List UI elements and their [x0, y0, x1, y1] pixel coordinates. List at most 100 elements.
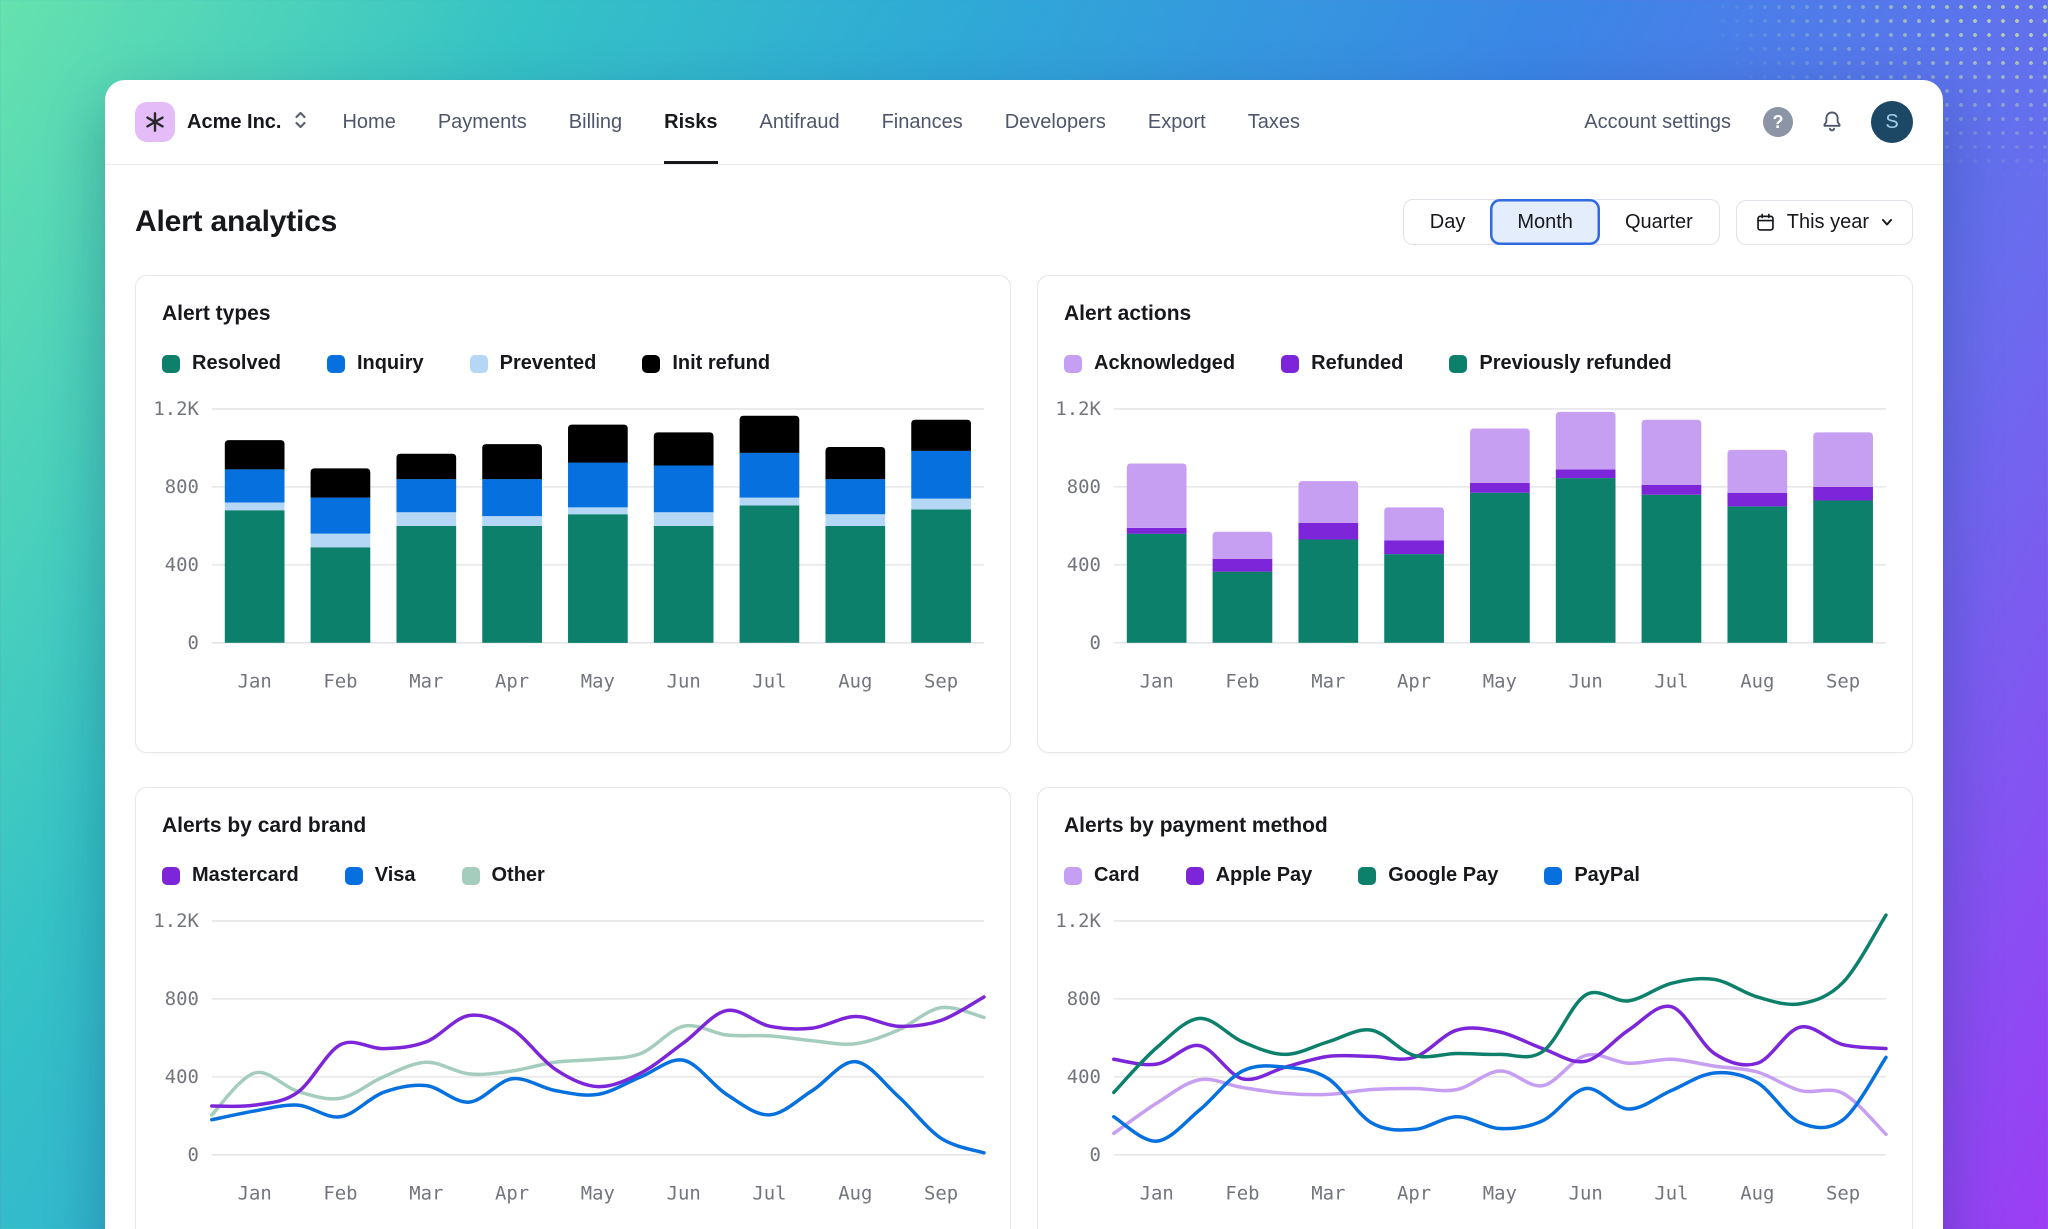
legend-label: Inquiry — [357, 352, 424, 375]
range-option-quarter[interactable]: Quarter — [1599, 200, 1719, 244]
up-down-chevrons-icon — [293, 110, 308, 135]
svg-text:Feb: Feb — [323, 671, 357, 693]
svg-text:Mar: Mar — [409, 1183, 443, 1205]
legend-swatch-icon — [1186, 867, 1204, 885]
account-settings-link[interactable]: Account settings — [1584, 111, 1731, 134]
svg-text:Jan: Jan — [238, 671, 272, 693]
svg-text:Jun: Jun — [667, 1183, 701, 1205]
card-alerts-by-card-brand: Alerts by card brand MastercardVisaOther… — [135, 787, 1011, 1229]
card-alerts-by-payment-method: Alerts by payment method Card Apple Pay Go… — [1037, 787, 1913, 1229]
page-controls: DayMonthQuarter This year — [1403, 199, 1913, 245]
nav-item-export[interactable]: Export — [1148, 80, 1206, 164]
chevron-down-icon — [1880, 215, 1894, 229]
svg-text:Jul: Jul — [752, 671, 786, 693]
svg-text:1.2K: 1.2K — [153, 398, 199, 420]
svg-text:0: 0 — [1089, 632, 1100, 654]
svg-text:Apr: Apr — [495, 1183, 529, 1205]
legend-swatch-icon — [470, 355, 488, 373]
svg-text:1.2K: 1.2K — [153, 910, 199, 932]
legend-label: Init refund — [672, 352, 770, 375]
svg-text:Apr: Apr — [495, 671, 529, 693]
legend-swatch-icon — [1449, 355, 1467, 373]
nav-item-risks[interactable]: Risks — [664, 80, 717, 164]
legend-item-inquiry: Inquiry — [327, 352, 424, 375]
svg-text:Jul: Jul — [1654, 1183, 1688, 1205]
legend-label: Card — [1094, 864, 1140, 887]
bell-icon[interactable] — [1819, 109, 1845, 135]
svg-text:800: 800 — [165, 988, 199, 1010]
legend-label: Mastercard — [192, 864, 299, 887]
legend-item-google-pay: Google Pay — [1358, 864, 1498, 887]
org-logo-icon — [135, 102, 175, 142]
nav-item-antifraud[interactable]: Antifraud — [760, 80, 840, 164]
svg-text:Apr: Apr — [1397, 671, 1431, 693]
svg-text:Jun: Jun — [667, 671, 701, 693]
svg-text:Mar: Mar — [409, 671, 443, 693]
chart-legend: Card Apple Pay Google Pay PayPal — [1064, 864, 1886, 887]
nav-right: Account settings ? S — [1584, 80, 1913, 164]
legend-item-prevented: Prevented — [470, 352, 597, 375]
chart-plot: 04008001.2KJanFebMarAprMayJunJulAugSep — [1064, 397, 1886, 698]
legend-label: Resolved — [192, 352, 281, 375]
nav-item-developers[interactable]: Developers — [1005, 80, 1106, 164]
legend-swatch-icon — [1064, 867, 1082, 885]
calendar-icon — [1755, 212, 1776, 233]
svg-text:Feb: Feb — [1225, 1183, 1259, 1205]
svg-text:May: May — [581, 1183, 615, 1205]
range-option-month[interactable]: Month — [1490, 199, 1600, 245]
avatar[interactable]: S — [1871, 101, 1913, 143]
svg-text:Sep: Sep — [924, 671, 958, 693]
svg-text:Aug: Aug — [1740, 671, 1774, 693]
card-title: Alerts by payment method — [1064, 814, 1886, 838]
svg-text:Aug: Aug — [838, 671, 872, 693]
nav-item-billing[interactable]: Billing — [569, 80, 622, 164]
svg-text:400: 400 — [165, 554, 199, 576]
chart-legend: Acknowledged Refunded Previously refunded — [1064, 352, 1886, 375]
svg-text:Aug: Aug — [838, 1183, 872, 1205]
nav-item-home[interactable]: Home — [342, 80, 395, 164]
svg-text:Jun: Jun — [1569, 671, 1603, 693]
card-alert-types: Alert types ResolvedInquiryPreventedInit… — [135, 275, 1011, 753]
legend-swatch-icon — [1544, 867, 1562, 885]
svg-text:400: 400 — [165, 1066, 199, 1088]
card-title: Alerts by card brand — [162, 814, 984, 838]
org-switcher[interactable]: Acme Inc. — [135, 80, 308, 164]
svg-text:400: 400 — [1067, 1066, 1101, 1088]
svg-text:0: 0 — [1089, 1144, 1100, 1166]
range-segmented-control: DayMonthQuarter — [1403, 199, 1720, 245]
legend-label: Acknowledged — [1094, 352, 1235, 375]
range-option-day[interactable]: Day — [1404, 200, 1492, 244]
nav-item-finances[interactable]: Finances — [882, 80, 963, 164]
chart-plot: 04008001.2KJanFebMarAprMayJunJulAugSep — [162, 909, 984, 1210]
nav-item-payments[interactable]: Payments — [438, 80, 527, 164]
chart-legend: Resolved Inquiry Prevented Init refund — [162, 352, 984, 375]
svg-text:Sep: Sep — [924, 1183, 958, 1205]
main-nav-items: Home Payments Billing Risks Antifraud Finance… — [342, 80, 1299, 164]
svg-text:Sep: Sep — [1826, 1183, 1860, 1205]
legend-swatch-icon — [462, 867, 480, 885]
legend-swatch-icon — [162, 355, 180, 373]
legend-label: Previously refunded — [1479, 352, 1671, 375]
legend-item-paypal: PayPal — [1544, 864, 1640, 887]
svg-text:Jan: Jan — [238, 1183, 272, 1205]
legend-label: PayPal — [1574, 864, 1640, 887]
svg-text:Mar: Mar — [1311, 671, 1345, 693]
legend-label: Refunded — [1311, 352, 1403, 375]
svg-text:Jan: Jan — [1140, 671, 1174, 693]
legend-item-visa: Visa — [345, 864, 416, 887]
date-range-button[interactable]: This year — [1736, 200, 1913, 245]
legend-item-card: Card — [1064, 864, 1140, 887]
legend-label: Apple Pay — [1216, 864, 1313, 887]
card-alert-actions: Alert actions AcknowledgedRefundedPrevio… — [1037, 275, 1913, 753]
legend-item-acknowledged: Acknowledged — [1064, 352, 1235, 375]
date-range-label: This year — [1787, 212, 1869, 232]
svg-text:0: 0 — [187, 1144, 198, 1166]
legend-label: Visa — [375, 864, 416, 887]
legend-item-resolved: Resolved — [162, 352, 281, 375]
svg-text:May: May — [1483, 1183, 1517, 1205]
legend-item-refunded: Refunded — [1281, 352, 1403, 375]
legend-swatch-icon — [327, 355, 345, 373]
help-icon[interactable]: ? — [1763, 107, 1793, 137]
legend-swatch-icon — [642, 355, 660, 373]
nav-item-taxes[interactable]: Taxes — [1248, 80, 1300, 164]
